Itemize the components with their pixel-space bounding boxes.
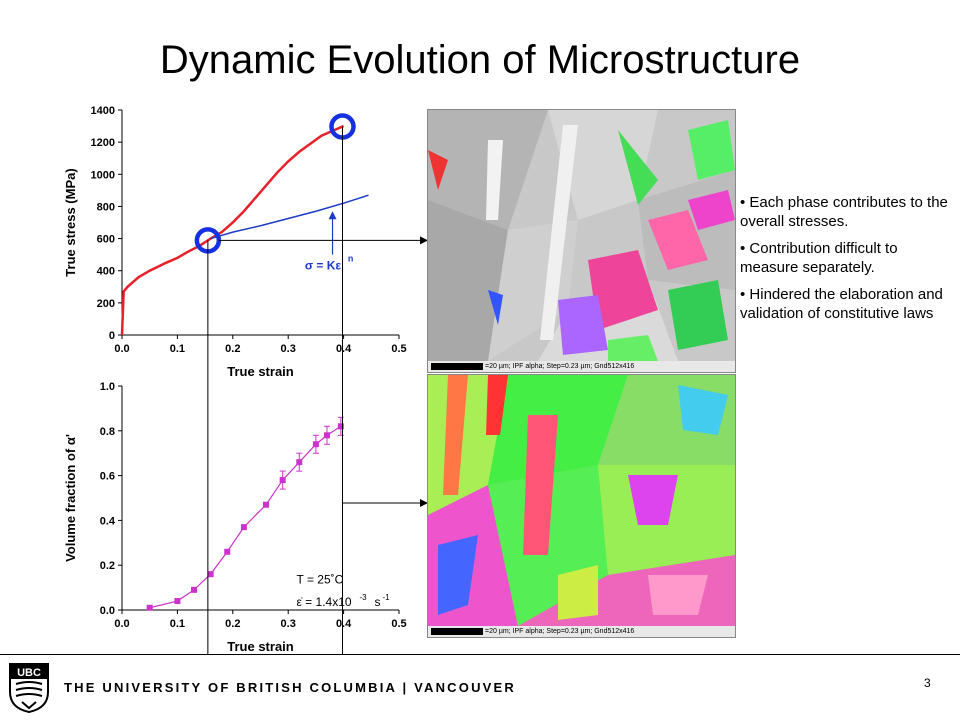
- strain-rate-exponent: -3: [360, 593, 368, 602]
- y-tick-label: 0.4: [100, 515, 116, 527]
- x-tick-label: 0.2: [225, 618, 240, 630]
- power-law-annotation: σ = Kε: [305, 258, 342, 272]
- data-point: [279, 477, 286, 484]
- university-name: THE UNIVERSITY OF BRITISH COLUMBIA | VAN…: [64, 680, 517, 695]
- y-axis-label: True stress (MPa): [63, 168, 78, 276]
- page-number: 3: [924, 676, 931, 690]
- data-point: [263, 501, 270, 508]
- y-tick-label: 200: [97, 298, 115, 310]
- ebsd-caption-text: =20 µm; IPF alpha; Step=0.23 µm; Gnd512x…: [485, 363, 635, 370]
- bullet-item: • Hindered the elaboration and validatio…: [740, 286, 943, 322]
- bullet-item: • Contribution difficult to measure sepa…: [740, 240, 898, 276]
- ebsd-map-top: [428, 110, 735, 361]
- y-tick-label: 0: [109, 330, 115, 342]
- ebsd-caption-top: =20 µm; IPF alpha; Step=0.23 µm; Gnd512x…: [428, 361, 735, 372]
- x-axis-label: True strain: [227, 639, 294, 654]
- bullet-item: • Each phase contributes to the overall …: [740, 194, 948, 230]
- temperature-annotation: T = 25˚C: [297, 573, 344, 587]
- data-point: [337, 423, 344, 430]
- x-tick-label: 0.0: [114, 343, 129, 355]
- connector-lines: [207, 126, 428, 655]
- x-tick-label: 0.0: [114, 618, 129, 630]
- x-tick-label: 0.5: [391, 343, 406, 355]
- connector-arrowhead: [420, 499, 428, 507]
- strain-rate-unit-exponent: -1: [383, 593, 391, 602]
- svg-text:UBC: UBC: [17, 667, 41, 679]
- data-point: [146, 604, 153, 611]
- x-tick-label: 0.3: [281, 618, 296, 630]
- y-tick-label: 0.8: [100, 426, 115, 438]
- y-tick-label: 600: [97, 234, 115, 246]
- data-point: [312, 441, 319, 448]
- ebsd-micrograph-bottom: =20 µm; IPF alpha; Step=0.23 µm; Gnd512x…: [427, 374, 736, 638]
- ebsd-map-bottom: [428, 375, 735, 626]
- x-tick-label: 0.4: [336, 343, 352, 355]
- strain-rate-annotation: ε̇ = 1.4x10: [297, 595, 352, 609]
- slide-title: Dynamic Evolution of Microstructure: [159, 38, 801, 82]
- y-tick-label: 1400: [91, 105, 115, 117]
- x-axis-label: True strain: [227, 364, 294, 379]
- scale-bar: [431, 627, 483, 635]
- data-point: [224, 548, 231, 555]
- volume-fraction-chart: 0.0 0.1 0.2 0.3 0.4 0.5 0.0 0.2 0.4 0.6 0.8 1.0 True…: [63, 381, 407, 654]
- x-tick-label: 0.3: [281, 343, 296, 355]
- ebsd-caption-text: =20 µm; IPF alpha; Step=0.23 µm; Gnd512x…: [485, 628, 635, 635]
- y-tick-label: 1200: [91, 137, 115, 149]
- x-tick-label: 0.4: [336, 618, 352, 630]
- y-tick-label: 0.2: [100, 560, 115, 572]
- y-tick-label: 400: [97, 266, 115, 278]
- data-point: [240, 524, 247, 531]
- y-tick-label: 1.0: [100, 381, 115, 393]
- data-point: [174, 598, 181, 605]
- connector-arrowhead: [420, 236, 428, 245]
- data-point: [191, 586, 198, 593]
- y-tick-label: 0.6: [100, 471, 115, 483]
- ebsd-caption-bottom: =20 µm; IPF alpha; Step=0.23 µm; Gnd512x…: [428, 626, 735, 637]
- bullet-list: • Each phase contributes to the overall …: [740, 193, 952, 331]
- y-tick-label: 1000: [91, 169, 115, 181]
- y-tick-label: 0.0: [100, 605, 115, 617]
- data-point: [207, 571, 214, 578]
- annotation-arrowhead: [328, 211, 337, 220]
- ubc-logo: UBC: [9, 663, 49, 714]
- x-tick-label: 0.2: [225, 343, 240, 355]
- y-tick-label: 800: [97, 201, 115, 213]
- x-tick-label: 0.5: [391, 618, 406, 630]
- data-point: [323, 432, 330, 439]
- ebsd-micrograph-top: =20 µm; IPF alpha; Step=0.23 µm; Gnd512x…: [427, 109, 736, 373]
- data-point: [296, 459, 303, 466]
- stress-strain-chart: 0.0 0.1 0.2 0.3 0.4 0.5 0 200 400 600 800 1000 1200 1…: [63, 105, 407, 379]
- x-tick-label: 0.1: [170, 343, 185, 355]
- x-tick-label: 0.1: [170, 618, 185, 630]
- stress-strain-curve: [120, 124, 345, 336]
- strain-rate-unit: s: [375, 595, 381, 609]
- y-axis-label: Volume fraction of α': [63, 434, 78, 562]
- power-law-exponent: n: [348, 253, 354, 263]
- footer-divider: [0, 654, 960, 655]
- scale-bar: [431, 362, 483, 370]
- power-law-fit-line: [210, 194, 369, 240]
